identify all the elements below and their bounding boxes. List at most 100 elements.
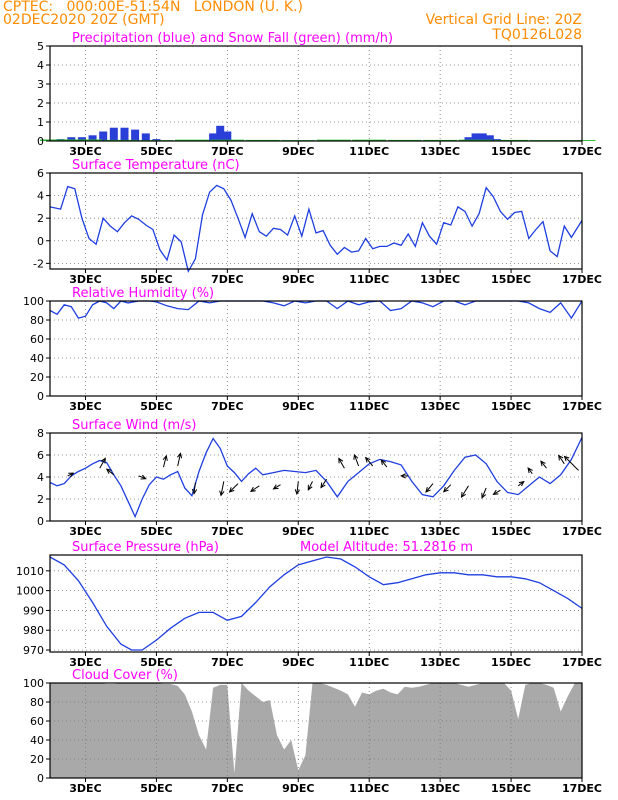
panel-1-precip-bar [120,127,129,141]
wind-arrow-head [492,489,499,496]
panel-1-xtick-label: 13DEC [420,145,460,158]
panel-5-xtick-label: 3DEC [69,656,101,669]
panel-2-xtick-label: 5DEC [140,273,172,286]
wind-arrow-head [442,486,449,493]
panel-3-xtick-label: 5DEC [140,400,172,413]
wind-arrow-head [338,457,344,464]
panel-1-snow-bar [316,139,351,141]
panel-1-precip-bar [67,137,76,141]
panel-4-ytick-label: 2 [37,493,44,506]
panel-4-xtick-label: 7DEC [211,525,243,538]
wind-arrow-shaft [493,489,501,495]
wind-arrow-head [228,487,235,493]
panel-1-snow-bar [210,139,245,141]
wind-arrow-head [68,472,75,478]
panel-1-ytick-label: 3 [37,78,44,91]
wind-arrow-head [460,491,466,498]
wind-arrow-shaft [540,460,547,469]
panel-5-xtick-label: 7DEC [211,656,243,669]
panel-2-title: Surface Temperature (nC) [72,158,240,173]
header-line2-left: 02DEC2020 20Z (GMT) [3,12,165,28]
panel-1-xtick-label: 9DEC [282,145,314,158]
panel-1-title: Precipitation (blue) and Snow Fall (gree… [72,31,393,46]
wind-arrow-shaft [320,478,328,488]
wind-arrow-head [140,474,147,480]
panel-1-xtick-label: 5DEC [140,145,172,158]
panel-1-xtick-label: 3DEC [69,145,101,158]
panel-1-precip-bar [99,131,108,141]
panel-6-ytick-label: 60 [30,715,44,728]
panel-6-ytick-label: 20 [30,753,44,766]
panel-2-frame [49,172,583,270]
panel-1-precip-bar [152,139,161,141]
wind-arrow-head [425,486,431,493]
wind-arrow-head [364,456,371,463]
panel-1-precip-bar [88,135,97,141]
panel-4-xtick-label: 11DEC [349,525,389,538]
panel-3-title: Relative Humidity (%) [72,286,214,301]
wind-arrow-head [100,457,106,464]
wind-arrow-shaft [273,484,281,490]
panel-3-xtick-label: 3DEC [69,400,101,413]
wind-arrow-head [219,490,225,497]
panel-3-ytick-label: 80 [30,314,44,327]
panel-3-xtick-label: 11DEC [349,400,389,413]
panel-2-xtick-label: 17DEC [562,273,602,286]
panel-1-precip-bar [464,137,473,141]
panel-6-xtick-label: 3DEC [69,782,101,795]
panel-2-series-line [49,184,583,274]
panel-1-snow-bar [458,139,493,141]
panel-1-precip-bar [223,131,232,141]
wind-arrow-shaft [481,487,487,498]
wind-arrow-shaft [353,454,360,467]
panel-5-title: Surface Pressure (hPa) [72,540,219,555]
wind-arrow-shaft [163,455,167,468]
wind-arrow-head [353,453,359,460]
wind-arrow-shaft [558,455,565,465]
panel-5-ytick-label: 1010 [16,565,44,578]
panel-5-annotation: Model Altitude: 51.2816 m [300,540,473,555]
panel-3-ytick-label: 0 [37,390,44,403]
panel-1-ytick-label: 1 [37,116,44,129]
wind-arrow-shaft [220,481,225,496]
header-line3-right: TQ0126L028 [492,27,582,43]
panel-4-xtick-label: 17DEC [562,525,602,538]
panel-1-precip-bar [77,137,86,141]
panel-5-xtick-label: 13DEC [420,656,460,669]
wind-arrow-shaft [307,481,313,491]
panel-5-ytick-label: 980 [23,624,44,637]
panel-3-ytick-label: 60 [30,333,44,346]
header-line2-right: Vertical Grid Line: 20Z [425,12,582,28]
panel-2-xtick-label: 7DEC [211,273,243,286]
panel-5-xtick-label: 17DEC [562,656,602,669]
panel-2-xtick-label: 13DEC [420,273,460,286]
wind-arrow-head [294,489,300,496]
wind-arrow-shaft [461,485,469,498]
panel-1-precip-bar [209,133,218,141]
panel-2-xtick-label: 11DEC [349,273,389,286]
wind-arrow-shaft [106,468,115,476]
panel-3-frame [49,300,583,397]
panel-2-ytick-label: 0 [37,235,44,248]
wind-arrow-head [380,459,387,466]
panel-6-cloud-area [50,683,582,778]
wind-arrow-head [105,468,112,474]
panel-3-ytick-label: 20 [30,371,44,384]
panel-1-precip-bar [485,135,494,141]
panel-5-xtick-label: 15DEC [491,656,531,669]
wind-arrow-shaft [250,485,260,492]
wind-arrow-shaft [443,484,452,493]
wind-arrow-head [540,460,546,467]
panel-6-ytick-label: 40 [30,734,44,747]
panel-6-frame [49,682,583,779]
panel-2-ytick-label: 2 [37,212,44,225]
panel-5-ytick-label: 990 [23,604,44,617]
panel-4-series-line [49,437,583,519]
panel-6-xtick-label: 9DEC [282,782,314,795]
panel-6-ytick-label: 80 [30,696,44,709]
panel-3-xtick-label: 15DEC [491,400,531,413]
panel-3-xtick-label: 7DEC [211,400,243,413]
panel-2-ytick-label: 4 [37,190,44,203]
panel-5-frame [49,554,583,653]
panel-6-xtick-label: 17DEC [562,782,602,795]
